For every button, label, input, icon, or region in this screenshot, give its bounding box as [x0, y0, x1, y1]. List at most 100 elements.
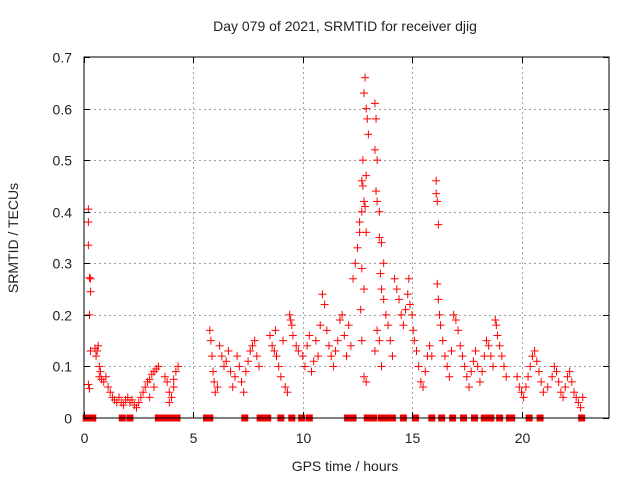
- data-point: [561, 383, 570, 392]
- data-point: [535, 367, 543, 376]
- data-point: [377, 285, 386, 294]
- data-point: [578, 393, 587, 402]
- data-point: [519, 393, 528, 402]
- data-point: [85, 273, 94, 282]
- data-point: [207, 352, 216, 361]
- data-point: [492, 321, 501, 330]
- data-point: [84, 380, 93, 389]
- data-point: [288, 331, 297, 340]
- data-point: [351, 259, 360, 268]
- data-point: [360, 197, 368, 206]
- data-point: [215, 341, 224, 350]
- data-point: [462, 372, 471, 381]
- y-tick-label: 0.6: [53, 102, 73, 118]
- data-point: [427, 352, 436, 361]
- data-point: [211, 388, 220, 397]
- data-point: [362, 104, 371, 113]
- data-point: [530, 346, 539, 355]
- data-point: [502, 372, 511, 381]
- data-point: [475, 377, 484, 386]
- data-point: [552, 367, 561, 376]
- data-point: [248, 341, 257, 350]
- data-point: [84, 205, 93, 214]
- data-point: [93, 346, 102, 355]
- data-point: [169, 383, 178, 392]
- data-point: [548, 372, 557, 381]
- data-point: [115, 393, 123, 402]
- data-point: [163, 377, 172, 386]
- data-point: [268, 341, 277, 350]
- data-point: [217, 352, 226, 361]
- data-point: [392, 285, 401, 294]
- data-point: [372, 187, 381, 196]
- data-point: [285, 310, 294, 319]
- data-point: [397, 310, 406, 319]
- data-point: [136, 393, 145, 402]
- y-tick-label: 0.4: [53, 205, 73, 221]
- data-point: [331, 346, 340, 355]
- data-point: [471, 346, 480, 355]
- data-point: [150, 383, 158, 392]
- data-point: [96, 367, 105, 376]
- data-point: [404, 274, 413, 283]
- x-tick-label: 20: [515, 430, 531, 446]
- data-point: [500, 362, 508, 371]
- data-point: [554, 377, 563, 386]
- data-point: [171, 367, 180, 376]
- y-tick-label: 0.1: [53, 359, 73, 375]
- data-point: [491, 316, 500, 325]
- data-point: [311, 336, 320, 345]
- data-point: [335, 316, 344, 325]
- data-point: [209, 367, 218, 376]
- data-point: [237, 377, 246, 386]
- data-point: [524, 372, 533, 381]
- data-point: [235, 362, 244, 371]
- data-point: [344, 321, 353, 330]
- data-point: [145, 393, 154, 402]
- data-point: [276, 372, 285, 381]
- data-point: [139, 388, 148, 397]
- data-point: [559, 393, 568, 402]
- data-point: [318, 290, 327, 299]
- data-point: [375, 233, 384, 242]
- data-point: [300, 362, 309, 371]
- data-point: [246, 346, 255, 355]
- data-point: [493, 331, 502, 340]
- data-point: [132, 403, 141, 412]
- chart-title: Day 079 of 2021, SRMTID for receiver dji…: [213, 18, 477, 34]
- data-point: [416, 377, 425, 386]
- data-point: [364, 130, 373, 139]
- data-point: [434, 295, 443, 304]
- plot-frame: [83, 56, 610, 419]
- data-point: [145, 375, 154, 384]
- data-point: [438, 336, 447, 345]
- data-point: [570, 388, 578, 397]
- data-point: [358, 181, 367, 190]
- data-point: [357, 336, 366, 345]
- data-point: [465, 383, 473, 392]
- data-point: [160, 372, 169, 381]
- data-point: [409, 326, 418, 335]
- data-point: [421, 367, 430, 376]
- data-point: [101, 372, 110, 381]
- data-point: [338, 310, 347, 319]
- data-point: [220, 362, 228, 371]
- data-point: [357, 207, 366, 216]
- data-point: [84, 241, 93, 250]
- data-point: [373, 156, 382, 165]
- data-point: [333, 336, 342, 345]
- data-point: [456, 341, 465, 350]
- data-point: [436, 321, 445, 330]
- data-point: [307, 367, 316, 376]
- data-point: [521, 383, 530, 392]
- data-point: [353, 243, 362, 252]
- data-point: [119, 401, 128, 410]
- data-point: [403, 290, 412, 299]
- data-point: [377, 362, 386, 371]
- data-point: [517, 388, 526, 397]
- data-point: [375, 336, 384, 345]
- data-point: [134, 398, 143, 407]
- data-point: [358, 156, 367, 165]
- data-point: [467, 367, 476, 376]
- data-point: [94, 341, 103, 350]
